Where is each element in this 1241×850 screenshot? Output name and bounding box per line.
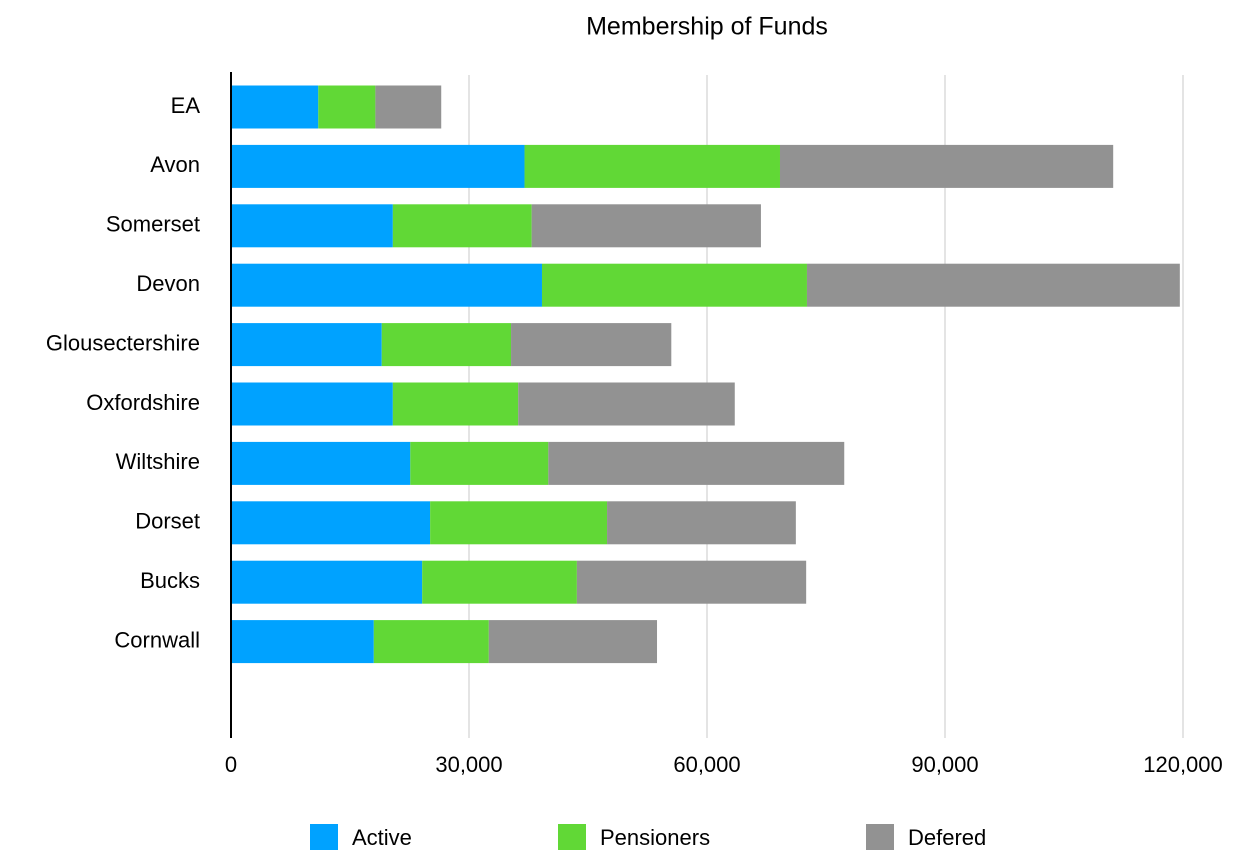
bar-segment xyxy=(231,144,525,188)
bar-segment xyxy=(231,204,393,248)
bar-segment xyxy=(381,323,512,367)
x-tick-label: 120,000 xyxy=(1143,752,1223,777)
bar-segment xyxy=(392,382,519,426)
legend-swatch xyxy=(866,824,894,850)
x-tick-label: 30,000 xyxy=(435,752,502,777)
bar-segment xyxy=(392,204,532,248)
legend-label: Pensioners xyxy=(600,825,710,850)
chart-title: Membership of Funds xyxy=(586,13,828,41)
bar-segment xyxy=(231,620,374,664)
bar-segment xyxy=(548,441,845,485)
bar-segment xyxy=(231,560,423,604)
legend-label: Active xyxy=(352,825,412,850)
legend-swatch xyxy=(558,824,586,850)
bar-segment xyxy=(531,204,761,248)
y-tick-label: Oxfordshire xyxy=(86,390,200,415)
y-tick-label: EA xyxy=(171,93,201,118)
bar-segment xyxy=(524,144,780,188)
y-tick-label: Devon xyxy=(136,271,200,296)
bar-segment xyxy=(318,85,376,129)
bar-segment xyxy=(231,263,542,307)
legend-label: Defered xyxy=(908,825,986,850)
bar-segment xyxy=(576,560,807,604)
y-tick-label: Bucks xyxy=(140,568,200,593)
bar-segment xyxy=(430,501,608,545)
bar-segment xyxy=(373,620,489,664)
bar-segment xyxy=(231,441,411,485)
bar-segment xyxy=(231,501,431,545)
x-tick-label: 60,000 xyxy=(673,752,740,777)
bar-segment xyxy=(541,263,807,307)
y-tick-label: Cornwall xyxy=(114,627,200,652)
bar-segment xyxy=(231,85,319,129)
bar-segment xyxy=(806,263,1180,307)
bar-segment xyxy=(511,323,672,367)
y-tick-label: Somerset xyxy=(106,212,200,237)
bar-segment xyxy=(488,620,658,664)
bar-segment xyxy=(231,323,382,367)
x-tick-label: 0 xyxy=(225,752,237,777)
bar-segment xyxy=(410,441,549,485)
y-tick-label: Glousectershire xyxy=(46,330,200,355)
bar-segment xyxy=(375,85,442,129)
bar-segment xyxy=(518,382,735,426)
bar-segment xyxy=(779,144,1114,188)
x-tick-label: 90,000 xyxy=(911,752,978,777)
bar-segment xyxy=(422,560,577,604)
bar-segment xyxy=(231,382,393,426)
y-tick-label: Avon xyxy=(150,152,200,177)
bar-segment xyxy=(607,501,796,545)
legend-swatch xyxy=(310,824,338,850)
y-tick-label: Dorset xyxy=(135,509,200,534)
y-tick-label: Wiltshire xyxy=(116,449,200,474)
